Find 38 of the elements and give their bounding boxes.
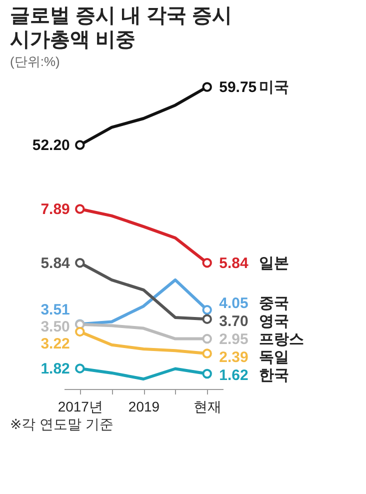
data-label: 3.70 bbox=[219, 313, 248, 330]
point bbox=[202, 368, 212, 379]
point bbox=[202, 334, 212, 344]
text: 한국 bbox=[259, 367, 290, 384]
x-tick-label: 2017년 bbox=[58, 398, 103, 414]
data-label: 5.84 bbox=[219, 254, 249, 272]
data-label: 7.89 bbox=[40, 201, 70, 218]
text: ※각 연도말 기준 bbox=[10, 416, 114, 432]
data-label: 5.84 bbox=[40, 254, 71, 272]
data-label: 4.05 bbox=[219, 295, 248, 312]
data-label: 2.39 bbox=[219, 349, 248, 366]
point bbox=[75, 326, 85, 337]
text: 시가총액 비중 bbox=[10, 29, 136, 51]
point bbox=[202, 314, 212, 324]
text: 독일 bbox=[259, 349, 290, 366]
point bbox=[202, 348, 212, 358]
data-label: 3.50 bbox=[40, 318, 70, 336]
x-tick-label: 현재 bbox=[194, 398, 222, 414]
point bbox=[75, 258, 85, 268]
text: 중국 bbox=[259, 295, 290, 312]
data-label: 3.22 bbox=[40, 336, 70, 353]
point bbox=[202, 305, 212, 315]
x-tick-label: 2019 bbox=[128, 398, 160, 414]
point bbox=[75, 204, 85, 214]
point bbox=[75, 364, 85, 374]
chart-subtitle: (단위:%) bbox=[10, 54, 60, 69]
point bbox=[202, 258, 212, 268]
text: 프랑스 bbox=[259, 331, 304, 348]
data-label: 1.82 bbox=[40, 360, 70, 378]
data-label: 59.75 bbox=[219, 79, 257, 96]
text: 영국 bbox=[259, 313, 290, 330]
data-label: 2.95 bbox=[219, 331, 248, 348]
data-label: 1.62 bbox=[219, 367, 248, 384]
data-label: 3.51 bbox=[40, 302, 70, 319]
text: 미국 bbox=[259, 79, 290, 96]
text: 글로벌 증시 내 각국 증시 bbox=[10, 5, 232, 27]
data-label: 52.20 bbox=[32, 137, 70, 154]
text: 일본 bbox=[259, 254, 290, 272]
